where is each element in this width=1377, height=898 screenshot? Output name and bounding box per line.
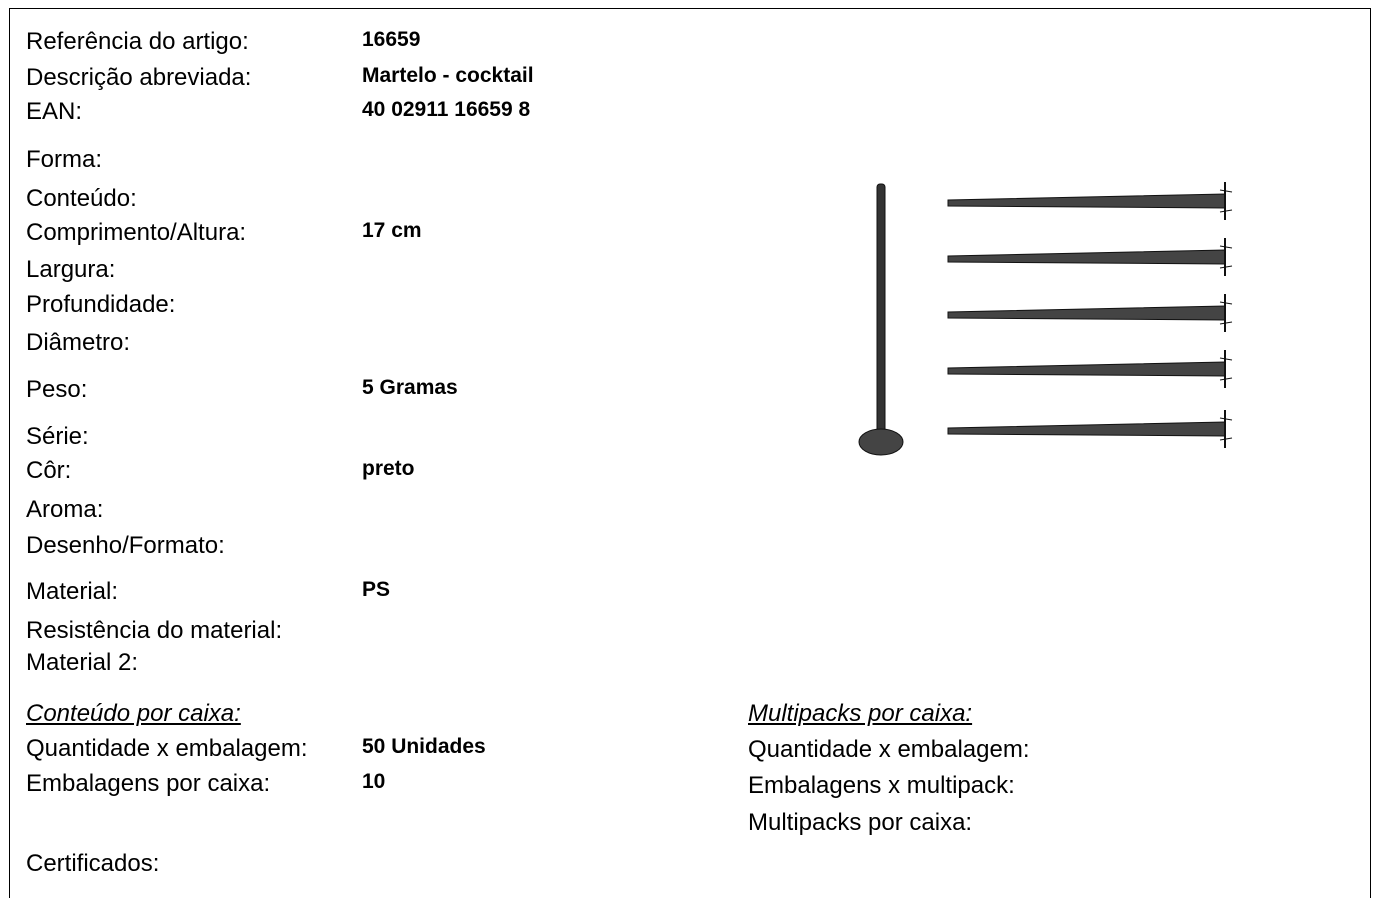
field-label: Descrição abreviada: xyxy=(26,64,252,91)
field-label: Diâmetro: xyxy=(26,329,131,356)
section-heading: Multipacks por caixa: xyxy=(748,700,973,727)
field-value: 40 02911 16659 8 xyxy=(362,98,531,121)
field-value: 50 Unidades xyxy=(362,735,486,758)
field-label: Quantidade x embalagem: xyxy=(26,735,308,762)
field-label: Profundidade: xyxy=(26,291,176,318)
field-label: Conteúdo: xyxy=(26,185,137,212)
field-label: Quantidade x embalagem: xyxy=(748,736,1030,763)
field-value: preto xyxy=(362,457,415,480)
field-value: 10 xyxy=(362,770,386,793)
field-label: Certificados: xyxy=(26,850,160,877)
field-label: Côr: xyxy=(26,457,72,484)
field-label: Multipacks por caixa: xyxy=(748,809,973,836)
field-label: Material: xyxy=(26,578,119,605)
field-label: Material 2: xyxy=(26,649,139,676)
field-label: Largura: xyxy=(26,256,116,283)
field-label: Peso: xyxy=(26,376,88,403)
field-label: Resistência do material: xyxy=(26,617,283,644)
field-value: PS xyxy=(362,578,391,601)
field-value: 16659 xyxy=(362,28,421,51)
section-heading: Conteúdo por caixa: xyxy=(26,700,241,727)
field-label: Forma: xyxy=(26,146,103,173)
field-label: Embalagens x multipack: xyxy=(748,772,1015,799)
field-label: Comprimento/Altura: xyxy=(26,219,247,246)
field-label: Referência do artigo: xyxy=(26,28,249,55)
frame xyxy=(9,8,1371,898)
field-label: Desenho/Formato: xyxy=(26,532,225,559)
field-label: Aroma: xyxy=(26,496,104,523)
field-label: Série: xyxy=(26,423,89,450)
field-label: EAN: xyxy=(26,98,83,125)
field-value: 17 cm xyxy=(362,219,422,242)
product-image xyxy=(858,182,1233,456)
field-value: 5 Gramas xyxy=(362,376,458,399)
field-value: Martelo - cocktail xyxy=(362,64,534,87)
field-label: Embalagens por caixa: xyxy=(26,770,271,797)
